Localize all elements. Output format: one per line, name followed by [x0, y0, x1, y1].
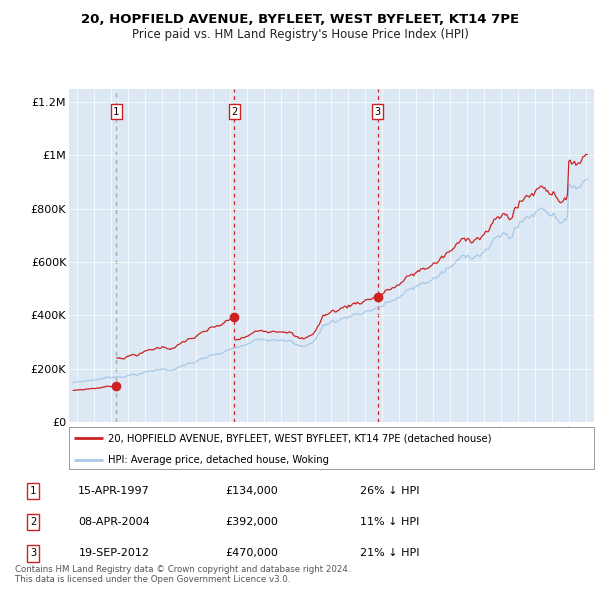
Text: 19-SEP-2012: 19-SEP-2012	[79, 549, 149, 558]
Text: 3: 3	[30, 549, 36, 558]
Text: 11% ↓ HPI: 11% ↓ HPI	[360, 517, 419, 527]
Text: 08-APR-2004: 08-APR-2004	[78, 517, 150, 527]
Text: 2: 2	[30, 517, 36, 527]
Text: £134,000: £134,000	[226, 486, 278, 496]
Text: 15-APR-1997: 15-APR-1997	[78, 486, 150, 496]
Text: 1: 1	[30, 486, 36, 496]
Text: 21% ↓ HPI: 21% ↓ HPI	[360, 549, 419, 558]
Text: 3: 3	[374, 107, 380, 117]
Text: 26% ↓ HPI: 26% ↓ HPI	[360, 486, 419, 496]
Text: 2: 2	[232, 107, 238, 117]
Text: 20, HOPFIELD AVENUE, BYFLEET, WEST BYFLEET, KT14 7PE (detached house): 20, HOPFIELD AVENUE, BYFLEET, WEST BYFLE…	[109, 433, 492, 443]
Text: Contains HM Land Registry data © Crown copyright and database right 2024.
This d: Contains HM Land Registry data © Crown c…	[15, 565, 350, 584]
Text: £470,000: £470,000	[226, 549, 278, 558]
Text: HPI: Average price, detached house, Woking: HPI: Average price, detached house, Woki…	[109, 455, 329, 465]
Text: 20, HOPFIELD AVENUE, BYFLEET, WEST BYFLEET, KT14 7PE: 20, HOPFIELD AVENUE, BYFLEET, WEST BYFLE…	[81, 13, 519, 26]
Text: 1: 1	[113, 107, 119, 117]
Text: £392,000: £392,000	[226, 517, 278, 527]
Text: Price paid vs. HM Land Registry's House Price Index (HPI): Price paid vs. HM Land Registry's House …	[131, 28, 469, 41]
